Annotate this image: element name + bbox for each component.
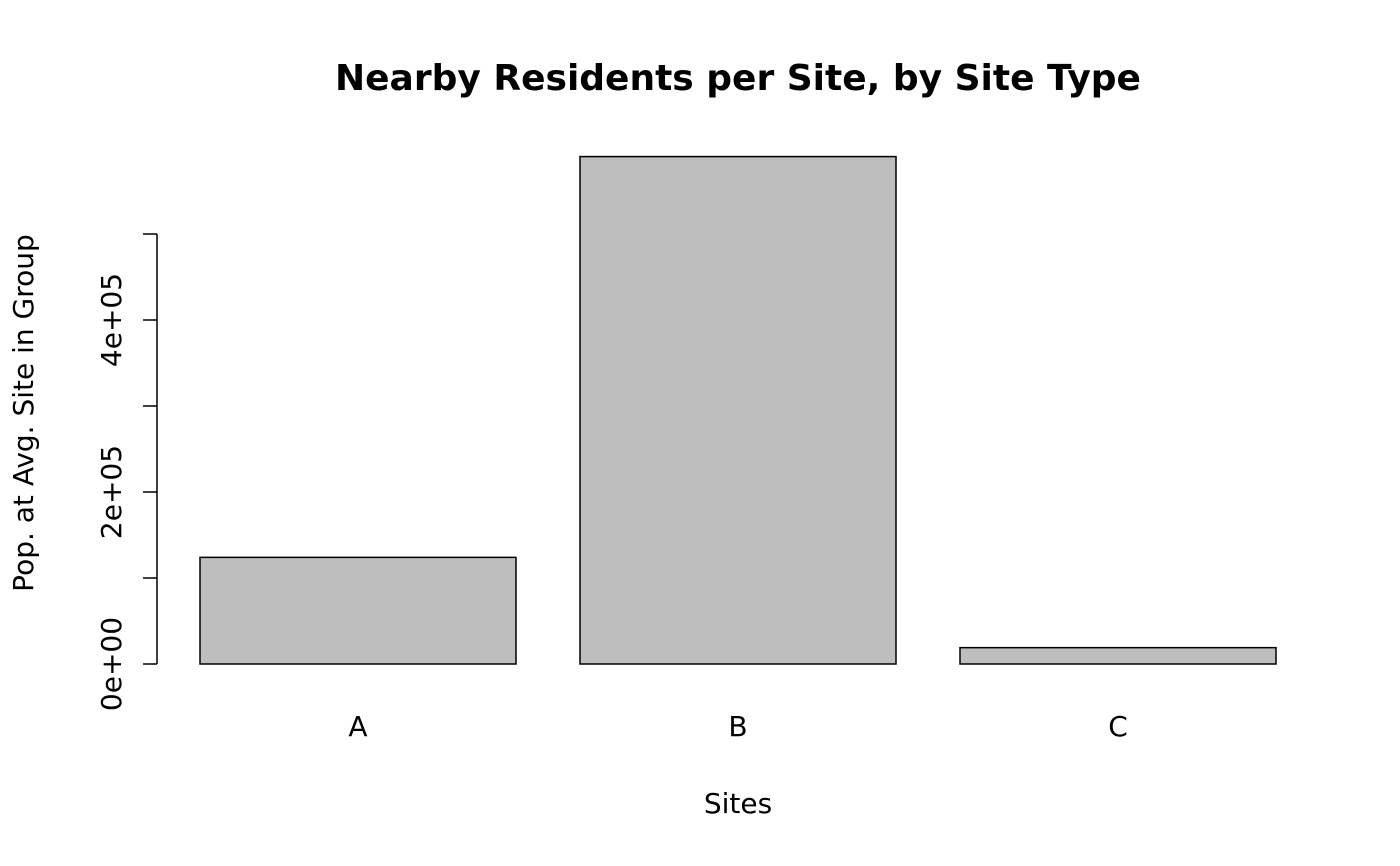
x-tick-label: C [1108,710,1128,743]
x-axis-label: Sites [704,787,772,820]
y-tick-label: 2e+05 [95,445,128,539]
bar [199,556,517,665]
chart-title: Nearby Residents per Site, by Site Type [335,58,1141,99]
x-tick-label: B [728,710,747,743]
y-axis-label: Pop. at Avg. Site in Group [7,234,40,592]
x-tick-label: A [348,710,367,743]
y-tick-label: 4e+05 [95,273,128,367]
y-tick-label: 0e+00 [95,617,128,711]
bar [579,155,897,665]
bar [959,646,1277,665]
